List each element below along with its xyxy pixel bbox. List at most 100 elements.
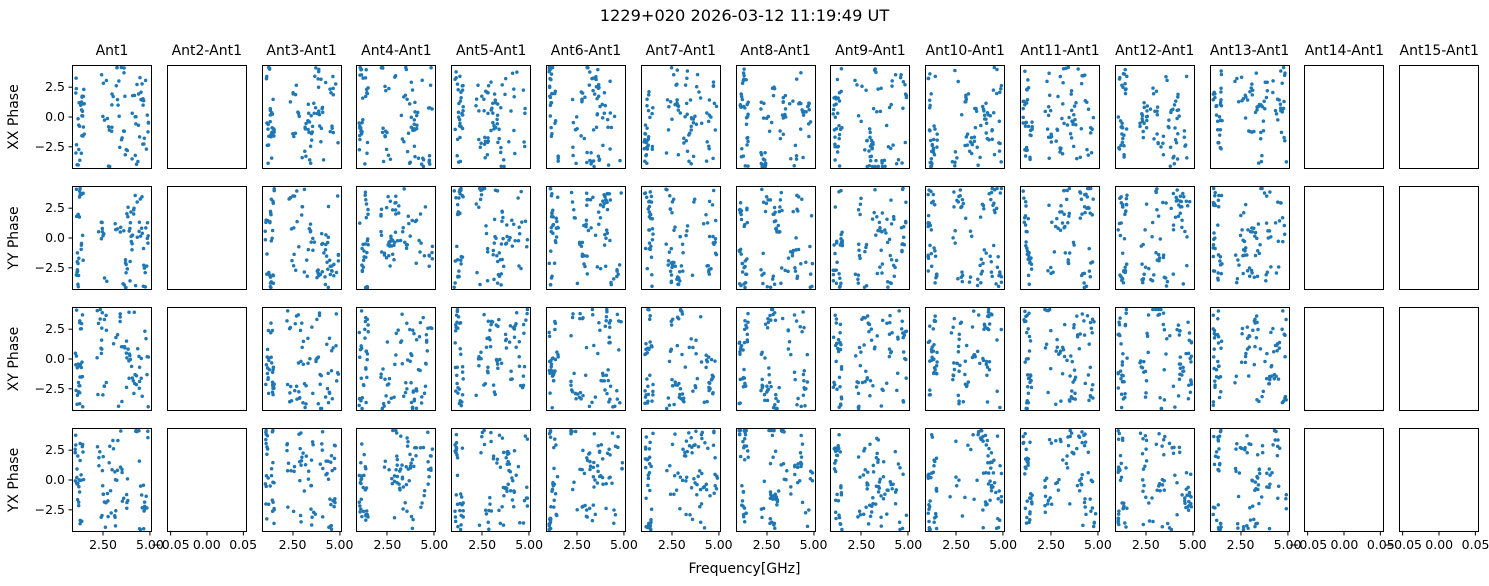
data-point xyxy=(802,403,807,408)
data-point xyxy=(837,190,842,194)
data-point xyxy=(1119,377,1123,381)
panel-border xyxy=(1304,428,1385,532)
data-point xyxy=(1071,144,1076,149)
scatter-panel-xy-ant10-ant1 xyxy=(925,307,1006,411)
data-point xyxy=(455,320,459,324)
data-point xyxy=(645,126,649,131)
data-point xyxy=(487,83,491,88)
data-point xyxy=(494,323,499,327)
data-point xyxy=(1217,114,1221,119)
data-point xyxy=(388,264,393,268)
data-point xyxy=(1156,252,1161,257)
data-point xyxy=(317,313,321,318)
data-point xyxy=(119,138,124,142)
data-point xyxy=(1024,447,1028,452)
data-point xyxy=(580,467,584,472)
data-point xyxy=(1083,432,1087,436)
data-point xyxy=(125,267,130,271)
data-point xyxy=(491,248,496,253)
data-point xyxy=(1141,489,1145,493)
data-point xyxy=(1183,144,1187,148)
data-point xyxy=(868,442,873,446)
data-point xyxy=(429,454,433,458)
data-point xyxy=(590,312,595,317)
data-point xyxy=(313,512,317,516)
data-point xyxy=(79,100,84,104)
data-point xyxy=(795,465,800,470)
data-point xyxy=(302,125,307,130)
data-point xyxy=(1155,105,1160,109)
data-point xyxy=(1144,391,1148,395)
data-point xyxy=(362,258,366,263)
data-point xyxy=(141,96,145,101)
data-point xyxy=(329,268,334,273)
data-point xyxy=(476,83,480,88)
data-point xyxy=(491,120,495,125)
data-point xyxy=(668,492,673,497)
data-point xyxy=(1043,485,1047,490)
data-point xyxy=(1181,282,1185,286)
data-point xyxy=(865,242,869,247)
data-point xyxy=(986,482,991,486)
data-point xyxy=(139,493,144,497)
scatter-panel-xx-ant12-ant1 xyxy=(1114,65,1195,169)
data-point xyxy=(389,396,394,401)
data-point xyxy=(768,490,772,494)
data-point xyxy=(1025,249,1030,253)
data-point xyxy=(585,198,589,202)
data-point xyxy=(461,108,466,113)
data-point xyxy=(808,272,813,276)
data-point xyxy=(386,194,391,199)
data-point xyxy=(874,233,878,237)
data-point xyxy=(571,312,575,316)
data-point xyxy=(306,102,310,106)
data-point xyxy=(772,219,776,224)
panel-border xyxy=(72,186,152,290)
data-point xyxy=(1072,322,1076,327)
data-point xyxy=(902,80,906,84)
data-point xyxy=(499,164,504,169)
data-point xyxy=(78,191,83,196)
data-point xyxy=(1182,496,1187,500)
data-point xyxy=(570,200,575,204)
data-point xyxy=(318,139,323,144)
data-point xyxy=(1143,228,1147,232)
data-point xyxy=(710,203,715,207)
data-point xyxy=(803,510,807,515)
data-point xyxy=(78,103,83,108)
data-point xyxy=(79,151,84,156)
data-point xyxy=(758,388,763,393)
data-point xyxy=(1061,347,1066,352)
data-point xyxy=(1173,99,1178,103)
data-point xyxy=(328,90,333,95)
data-point xyxy=(264,484,268,489)
data-point xyxy=(707,234,712,239)
data-point xyxy=(478,145,483,149)
data-point xyxy=(876,228,881,233)
data-point xyxy=(611,405,615,409)
data-point xyxy=(592,460,596,465)
data-point xyxy=(799,433,803,438)
data-point xyxy=(837,136,842,141)
data-point xyxy=(138,484,143,488)
data-point xyxy=(1212,379,1217,383)
data-point xyxy=(779,190,783,195)
data-point xyxy=(492,383,496,387)
data-point xyxy=(859,350,864,354)
data-point xyxy=(737,340,741,344)
data-point xyxy=(978,263,983,268)
data-point xyxy=(858,363,863,368)
x-tick-label: 0.00 xyxy=(1425,537,1454,552)
data-point xyxy=(264,74,269,79)
data-point xyxy=(1255,452,1260,457)
data-point xyxy=(1123,67,1127,72)
data-point xyxy=(1068,132,1073,136)
data-point xyxy=(1157,312,1162,317)
data-point xyxy=(502,158,506,162)
data-point xyxy=(383,465,387,469)
data-point xyxy=(265,161,270,166)
data-point xyxy=(837,337,841,342)
data-point xyxy=(1071,122,1075,126)
data-point xyxy=(738,454,743,459)
data-point xyxy=(834,458,838,463)
